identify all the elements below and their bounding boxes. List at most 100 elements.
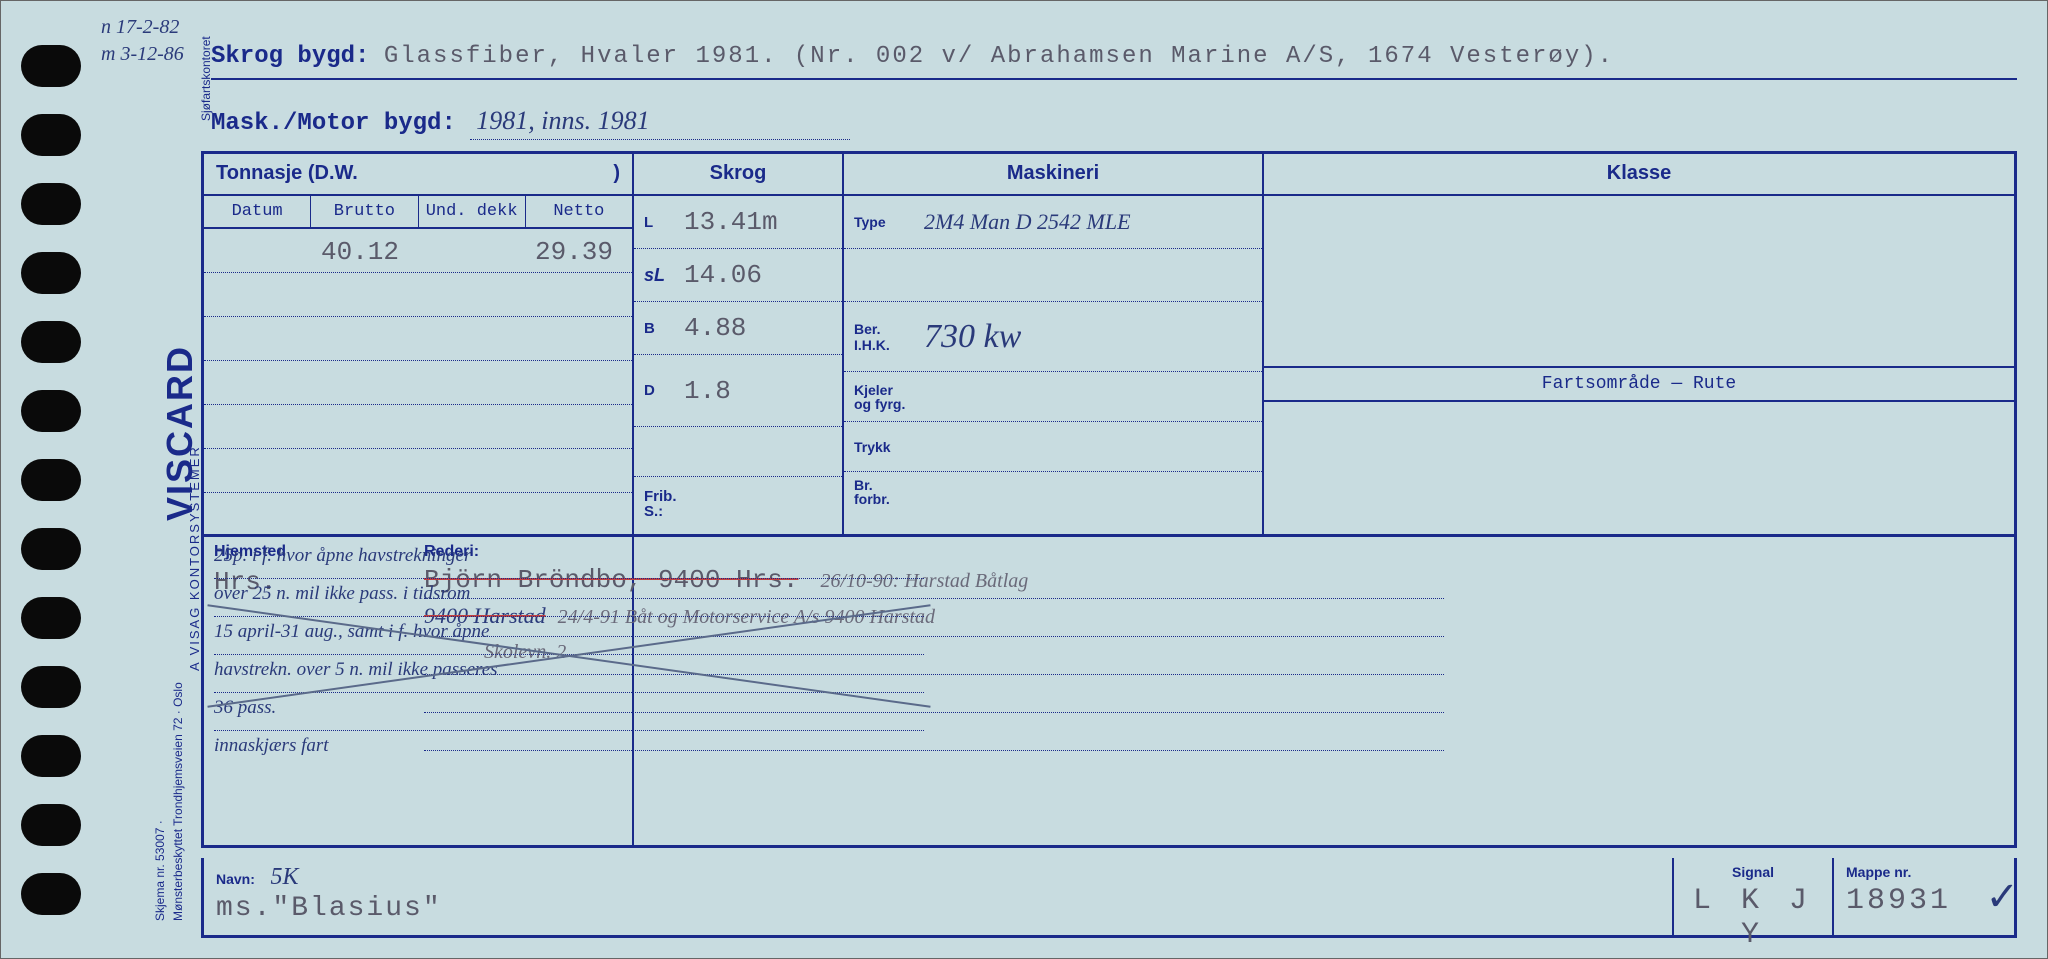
farts-line: 36 pass. (214, 693, 924, 731)
hole (21, 390, 81, 432)
hole (21, 666, 81, 708)
brand-addr2: Mønsterbeskyttet Trondhjemsveien 72 · Os… (171, 682, 185, 921)
datum-val (204, 229, 311, 272)
tonnasje-subheader: Datum Brutto Und. dekk Netto (204, 196, 632, 229)
D-label: D (644, 382, 674, 399)
frib-label: Frib. S.: (644, 489, 674, 519)
navn-val: ms."Blasius" (216, 893, 1660, 924)
form-content: n 17-2-82 m 3-12-86 Skrog bygd: Glassfib… (201, 21, 2017, 938)
mask-br: Br. forbr. (844, 472, 1262, 512)
mask-kjeler: Kjeler og fyrg. (844, 372, 1262, 422)
mask-type: Type 2M4 Man D 2542 MLE (844, 196, 1262, 249)
hole (21, 873, 81, 915)
br-label: Br. forbr. (854, 478, 914, 506)
hole (21, 114, 81, 156)
netto-val: 29.39 (525, 229, 632, 272)
trykk-label: Trykk (854, 439, 914, 455)
hjemsted-row: Hjemsted Hrs. Rederi: Björn Bröndbo, 940… (204, 534, 2014, 845)
type-val: 2M4 Man D 2542 MLE (924, 209, 1131, 235)
farts-line: over 25 n. mil ikke pass. i tidsrom (214, 579, 924, 617)
und-val (418, 229, 525, 272)
hole (21, 528, 81, 570)
hole (21, 183, 81, 225)
skrog-header: Skrog (634, 154, 842, 196)
col-und: Und. dekk (419, 196, 526, 227)
tonnasje-header: Tonnasje (D.W. ) (204, 154, 632, 196)
sL-val: 14.06 (684, 260, 762, 290)
tonnasje-title-end: ) (613, 162, 620, 185)
tonnasje-row (204, 273, 632, 317)
brutto-val: 40.12 (311, 229, 418, 272)
L-label: L (644, 214, 674, 231)
skrog-bygd-value: Glassfiber, Hvaler 1981. (Nr. 002 v/ Abr… (384, 43, 1614, 70)
motor-bygd-value: 1981, inns. 1981 (470, 106, 849, 140)
D-val: 1.8 (684, 376, 731, 406)
col-brutto: Brutto (311, 196, 418, 227)
tonnasje-row (204, 405, 632, 449)
mappe-box: Mappe nr. 18931 ✓ (1834, 858, 2014, 935)
skrog-bygd-row: Skrog bygd: Glassfiber, Hvaler 1981. (Nr… (211, 43, 2017, 80)
checkmark-icon: ✓ (1985, 873, 2019, 920)
navn-pre: 5K (271, 864, 299, 890)
skrog-B: B 4.88 (634, 302, 842, 355)
hole (21, 252, 81, 294)
footer-row: Navn: 5K ms."Blasius" Signal L K J Y Map… (201, 858, 2017, 938)
farts-line: 15 april-31 aug., samt i f. hvor åpne (214, 617, 924, 655)
B-label: B (644, 320, 674, 337)
klasse-column: Klasse Fartsområde — Rute (1264, 154, 2014, 534)
kjeler-label: Kjeler og fyrg. (854, 383, 914, 411)
maskineri-header: Maskineri (844, 154, 1262, 196)
tonnasje-row (204, 449, 632, 493)
registry-card: VISCARD A VISAG KONTORSYSTEMER Skjema nr… (0, 0, 2048, 959)
skrog-D: D 1.8 (634, 355, 842, 427)
signal-label: Signal (1686, 864, 1820, 880)
ber-label: Ber. I.H.K. (854, 321, 914, 353)
hole (21, 735, 81, 777)
hole (21, 45, 81, 87)
col-netto: Netto (526, 196, 632, 227)
fartsomrade-box: 25p. i f. hvor åpne havstrekninger over … (204, 537, 934, 773)
B-val: 4.88 (684, 313, 746, 343)
mask-blank (844, 249, 1262, 302)
motor-bygd-row: Mask./Motor bygd: 1981, inns. 1981 (211, 106, 2017, 137)
maskineri-column: Maskineri Type 2M4 Man D 2542 MLE Ber. I… (844, 154, 1264, 534)
hole (21, 459, 81, 501)
navn-label: Navn: (216, 871, 255, 887)
top-note-2: m 3-12-86 (101, 43, 184, 66)
L-val: 13.41m (684, 207, 778, 237)
navn-box: Navn: 5K ms."Blasius" (204, 858, 1674, 935)
skrog-bygd-label: Skrog bygd: (211, 43, 369, 70)
brand-addr1: Skjema nr. 53007 · (153, 820, 167, 921)
farts-line: innaskjærs fart (214, 731, 924, 769)
type-label: Type (854, 214, 914, 230)
tonnasje-row: 40.12 29.39 (204, 229, 632, 273)
motor-bygd-label: Mask./Motor bygd: (211, 110, 456, 137)
ber-val: 730 kw (924, 318, 1021, 356)
hole (21, 597, 81, 639)
brand-sub: A VISAG KONTORSYSTEMER (187, 445, 202, 671)
hole (21, 321, 81, 363)
signal-box: Signal L K J Y (1674, 858, 1834, 935)
klasse-header: Klasse (1264, 154, 2014, 196)
signal-val: L K J Y (1686, 884, 1820, 952)
tonnasje-title: Tonnasje (D.W. (216, 162, 358, 184)
tonnasje-body: 40.12 29.39 (204, 229, 632, 493)
mappe-val: 18931 (1846, 884, 2002, 918)
main-grid: Tonnasje (D.W. ) Datum Brutto Und. dekk … (201, 151, 2017, 848)
mask-ber: Ber. I.H.K. 730 kw (844, 302, 1262, 372)
punch-holes (21, 1, 101, 958)
sL-label: sL (644, 265, 674, 286)
skrog-column: Skrog L 13.41m sL 14.06 B 4.88 D 1.8 (634, 154, 844, 534)
col-datum: Datum (204, 196, 311, 227)
top-note-1: n 17-2-82 (101, 16, 179, 39)
mask-trykk: Trykk (844, 422, 1262, 472)
tonnasje-row (204, 317, 632, 361)
hole (21, 804, 81, 846)
skrog-L: L 13.41m (634, 196, 842, 249)
farts-line: 25p. i f. hvor åpne havstrekninger (214, 541, 924, 579)
skrog-sL: sL 14.06 (634, 249, 842, 302)
skrog-blank (634, 427, 842, 477)
klasse-blank (1264, 196, 2014, 366)
mappe-label: Mappe nr. (1846, 864, 2002, 880)
farts-label: Fartsområde — Rute (1264, 366, 2014, 402)
